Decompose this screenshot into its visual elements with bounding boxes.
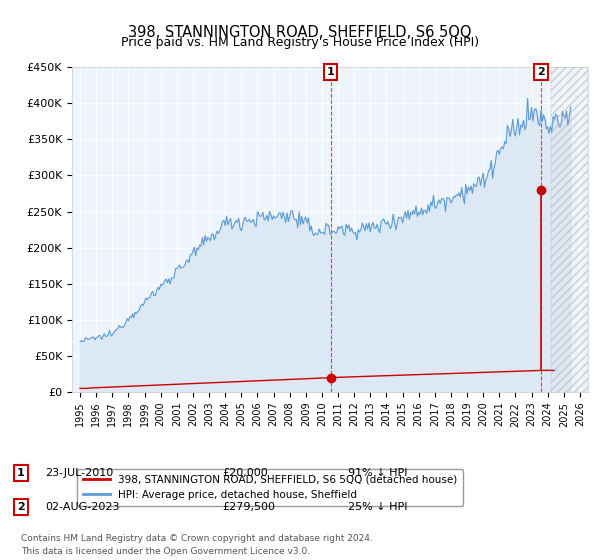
Text: 2: 2 [537, 67, 545, 77]
Text: 2: 2 [17, 502, 25, 512]
Text: 02-AUG-2023: 02-AUG-2023 [45, 502, 119, 512]
Text: 25% ↓ HPI: 25% ↓ HPI [348, 502, 407, 512]
Text: £279,500: £279,500 [222, 502, 275, 512]
Text: £20,000: £20,000 [222, 468, 268, 478]
Text: 1: 1 [17, 468, 25, 478]
Text: Price paid vs. HM Land Registry's House Price Index (HPI): Price paid vs. HM Land Registry's House … [121, 36, 479, 49]
Text: 398, STANNINGTON ROAD, SHEFFIELD, S6 5QQ: 398, STANNINGTON ROAD, SHEFFIELD, S6 5QQ [128, 25, 472, 40]
Text: Contains HM Land Registry data © Crown copyright and database right 2024.: Contains HM Land Registry data © Crown c… [21, 534, 373, 543]
Text: 91% ↓ HPI: 91% ↓ HPI [348, 468, 407, 478]
Text: 1: 1 [327, 67, 335, 77]
Legend: 398, STANNINGTON ROAD, SHEFFIELD, S6 5QQ (detached house), HPI: Average price, d: 398, STANNINGTON ROAD, SHEFFIELD, S6 5QQ… [77, 469, 463, 506]
Text: 23-JUL-2010: 23-JUL-2010 [45, 468, 113, 478]
Text: This data is licensed under the Open Government Licence v3.0.: This data is licensed under the Open Gov… [21, 547, 310, 556]
